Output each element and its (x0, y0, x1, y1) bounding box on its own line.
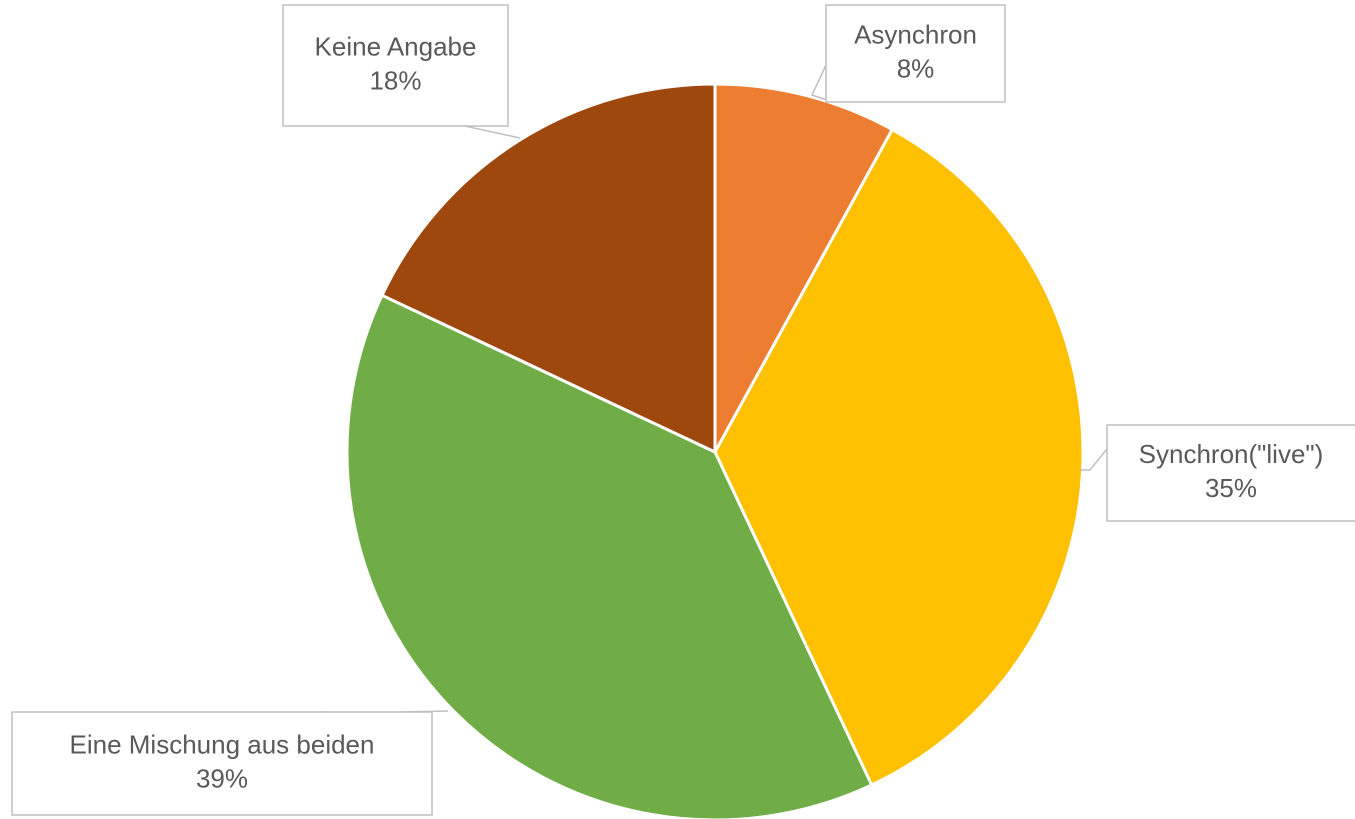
slice-label: Eine Mischung aus beiden (70, 729, 375, 759)
leader-line (810, 64, 831, 102)
label-box (1106, 424, 1355, 522)
slice-value: 8% (897, 53, 935, 83)
label-box (11, 711, 433, 816)
slice-value: 35% (1205, 473, 1257, 503)
slice-label: Asynchron (854, 19, 977, 49)
leader-line (1080, 448, 1108, 471)
leader-line (464, 125, 521, 139)
label-box (282, 4, 509, 127)
pie-slice (713, 82, 895, 453)
slice-value: 18% (369, 65, 421, 95)
slice-label: Synchron("live") (1139, 439, 1324, 469)
slice-value: 39% (196, 763, 248, 793)
slice-label: Keine Angabe (315, 31, 477, 61)
label-box (825, 4, 1006, 103)
pie-slice (713, 127, 1085, 787)
pie-slice (380, 82, 717, 455)
